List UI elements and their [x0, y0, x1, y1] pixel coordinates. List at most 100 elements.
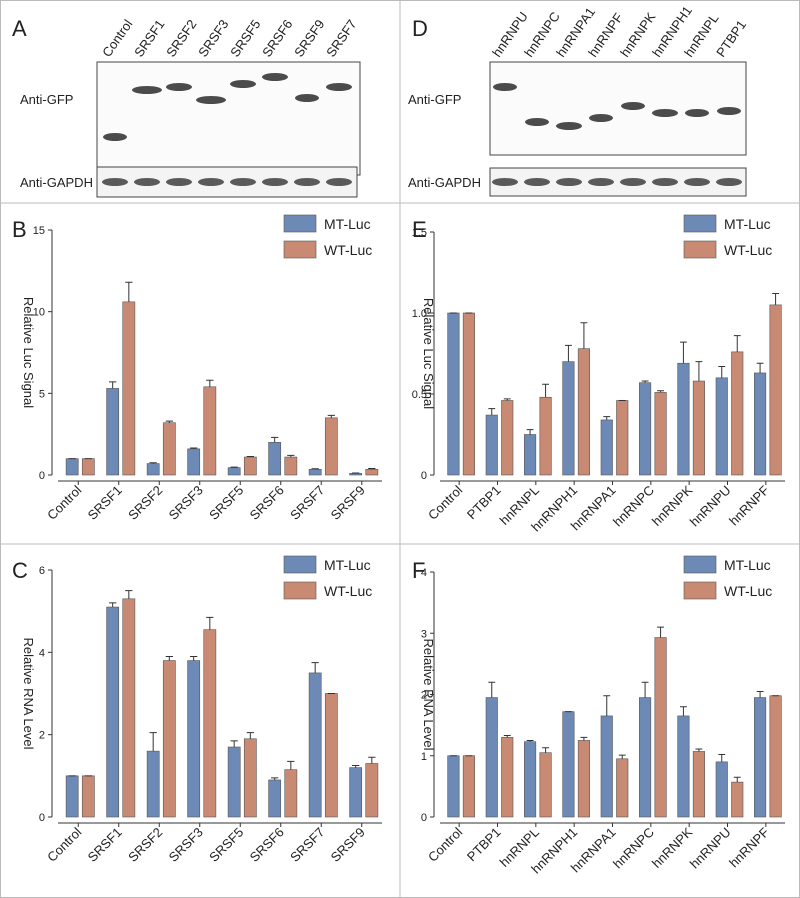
bar: [243, 456, 257, 476]
band: [684, 178, 710, 186]
y-tick-label: 0: [39, 812, 45, 824]
legend-swatch: [683, 240, 717, 259]
error-bar: [206, 379, 214, 387]
legend-swatch: [283, 240, 317, 259]
band: [620, 178, 646, 186]
bar: [81, 458, 95, 476]
error-bar: [488, 408, 496, 416]
bar: [187, 660, 201, 818]
bar: [365, 468, 379, 476]
bar: [616, 400, 629, 476]
error-bar: [206, 616, 214, 630]
error-bar: [149, 462, 157, 464]
bar: [447, 755, 460, 818]
legend-label: WT-Luc: [724, 583, 772, 599]
legend-swatch: [283, 214, 317, 233]
bar: [284, 769, 298, 818]
panel-letter: F: [412, 558, 425, 583]
error-bar: [679, 341, 687, 364]
bar: [562, 361, 575, 476]
band: [589, 114, 613, 122]
error-bar: [287, 454, 295, 458]
row-label: Anti-GFP: [20, 92, 73, 107]
error-bar: [657, 390, 665, 393]
band: [717, 107, 741, 115]
bar: [501, 400, 514, 476]
error-bar: [165, 420, 173, 423]
error-bar: [580, 736, 588, 741]
band: [493, 83, 517, 91]
bar: [81, 775, 95, 818]
error-bar: [271, 436, 279, 443]
band: [525, 118, 549, 126]
bar: [146, 750, 160, 818]
error-bar: [271, 777, 279, 780]
band: [230, 178, 256, 186]
legend-label: WT-Luc: [324, 583, 372, 599]
y-tick-label: 1.5: [412, 227, 427, 239]
band: [294, 178, 320, 186]
legend-label: MT-Luc: [724, 557, 771, 573]
y-tick-label: 15: [33, 225, 45, 237]
band: [652, 178, 678, 186]
y-tick-label: 4: [39, 647, 45, 659]
y-tick-label: 3: [421, 628, 427, 640]
y-axis-label: Relative RNA Level: [21, 638, 36, 750]
panel-letter: E: [412, 217, 427, 242]
bar: [462, 312, 475, 476]
error-bar: [230, 740, 238, 748]
legend-label: WT-Luc: [324, 242, 372, 258]
band: [621, 102, 645, 110]
error-bar: [718, 754, 726, 762]
legend-swatch: [283, 555, 317, 574]
bar: [106, 606, 120, 818]
bar: [162, 422, 176, 476]
error-bar: [695, 748, 703, 752]
legend-label: MT-Luc: [324, 216, 371, 232]
y-tick-label: 6: [39, 565, 45, 577]
bar: [485, 697, 498, 818]
error-bar: [125, 590, 133, 599]
error-bar: [695, 361, 703, 382]
bar: [754, 372, 767, 476]
y-tick-label: 0: [421, 812, 427, 824]
bar: [324, 693, 338, 818]
legend-swatch: [683, 555, 717, 574]
error-bar: [718, 365, 726, 378]
bar: [501, 737, 514, 818]
band: [326, 83, 352, 91]
error-bar: [564, 344, 572, 362]
error-bar: [756, 362, 764, 373]
band: [196, 96, 226, 104]
error-bar: [542, 747, 550, 753]
bar: [524, 741, 537, 818]
error-bar: [287, 760, 295, 770]
bar: [692, 380, 705, 476]
y-tick-label: 4: [421, 567, 427, 579]
bar: [447, 312, 460, 476]
error-bar: [756, 690, 764, 698]
bar: [524, 434, 537, 476]
band: [556, 122, 582, 130]
legend-swatch: [683, 581, 717, 600]
bar: [227, 467, 241, 476]
band: [524, 178, 550, 186]
error-bar: [503, 398, 511, 401]
error-bar: [618, 754, 626, 759]
band: [102, 178, 128, 186]
bar: [308, 672, 322, 818]
error-bar: [149, 732, 157, 752]
bar: [769, 304, 782, 476]
error-bar: [165, 655, 173, 661]
bar: [754, 697, 767, 818]
band: [685, 109, 709, 117]
error-bar: [679, 706, 687, 716]
band: [198, 178, 224, 186]
band: [295, 94, 319, 102]
bar: [268, 442, 282, 476]
error-bar: [368, 467, 376, 470]
bar: [731, 351, 744, 476]
band: [556, 178, 582, 186]
bar: [227, 746, 241, 818]
error-bar: [109, 602, 117, 608]
